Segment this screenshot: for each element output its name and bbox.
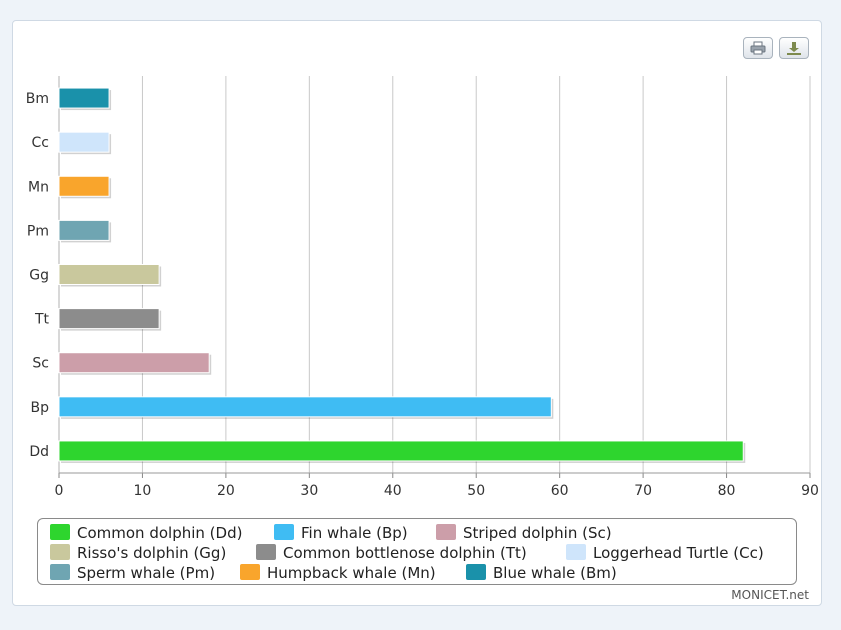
y-category-label: Sc — [32, 356, 49, 372]
legend-swatch — [274, 524, 294, 540]
download-button[interactable] — [779, 37, 809, 59]
legend-item[interactable]: Fin whale (Bp) — [274, 524, 408, 542]
legend-swatch — [256, 544, 276, 560]
legend-label: Loggerhead Turtle (Cc) — [593, 544, 764, 562]
y-category-label: Pm — [27, 223, 49, 239]
y-category-label: Cc — [32, 135, 49, 151]
y-category-label: Dd — [29, 444, 49, 460]
bar-bm — [58, 87, 110, 109]
bar-bp — [58, 396, 552, 418]
legend-swatch — [436, 524, 456, 540]
legend-label: Fin whale (Bp) — [301, 524, 408, 542]
legend-item[interactable]: Humpback whale (Mn) — [240, 564, 436, 582]
bar-sc — [58, 352, 210, 374]
legend-swatch — [50, 524, 70, 540]
chart-legend: Common dolphin (Dd) Fin whale (Bp) Striped… — [37, 518, 797, 585]
y-category-label: Tt — [34, 312, 50, 328]
legend-swatch — [566, 544, 586, 560]
x-tick-label: 40 — [384, 483, 402, 499]
legend-label: Common dolphin (Dd) — [77, 524, 243, 542]
bar-cc — [58, 131, 110, 153]
legend-item[interactable]: Common bottlenose dolphin (Tt) — [256, 544, 527, 562]
chart-panel: 0 10 20 30 40 50 60 70 80 90 Bm Cc Mn Pm Gg Tt Sc Bp Dd Co… — [12, 20, 822, 606]
legend-label: Striped dolphin (Sc) — [463, 524, 612, 542]
bar-chart: 0 10 20 30 40 50 60 70 80 90 Bm Cc Mn Pm Gg Tt Sc Bp Dd — [26, 76, 819, 499]
legend-label: Humpback whale (Mn) — [267, 564, 436, 582]
legend-label: Risso's dolphin (Gg) — [77, 544, 227, 562]
legend-item[interactable]: Blue whale (Bm) — [466, 564, 617, 582]
legend-label: Blue whale (Bm) — [493, 564, 617, 582]
x-tick-label: 80 — [718, 483, 736, 499]
legend-swatch — [240, 564, 260, 580]
y-category-label: Bp — [31, 400, 50, 416]
legend-item[interactable]: Sperm whale (Pm) — [50, 564, 215, 582]
legend-item[interactable]: Striped dolphin (Sc) — [436, 524, 612, 542]
legend-item[interactable]: Risso's dolphin (Gg) — [50, 544, 226, 562]
bar-pm — [58, 219, 110, 241]
x-tick-label: 60 — [551, 483, 569, 499]
printer-icon — [750, 41, 766, 55]
x-tick-label: 70 — [634, 483, 652, 499]
legend-swatch — [50, 564, 70, 580]
legend-swatch — [50, 544, 70, 560]
x-tick-label: 0 — [55, 483, 64, 499]
legend-item[interactable]: Common dolphin (Dd) — [50, 524, 242, 542]
y-category-label: Bm — [26, 91, 49, 107]
x-tick-label: 30 — [300, 483, 318, 499]
y-category-label: Gg — [29, 268, 49, 284]
bar-tt — [58, 308, 160, 330]
print-button[interactable] — [743, 37, 773, 59]
bar-gg — [58, 264, 160, 285]
x-tick-label: 20 — [217, 483, 235, 499]
legend-swatch — [466, 564, 486, 580]
x-tick-label: 90 — [801, 483, 819, 499]
credit-label[interactable]: MONICET.net — [731, 588, 809, 602]
bar-dd — [58, 440, 744, 462]
download-icon — [787, 42, 801, 55]
legend-label: Sperm whale (Pm) — [77, 564, 216, 582]
y-category-label: Mn — [28, 179, 49, 195]
legend-label: Common bottlenose dolphin (Tt) — [283, 544, 527, 562]
x-tick-label: 10 — [134, 483, 152, 499]
bar-mn — [58, 175, 110, 197]
x-tick-label: 50 — [467, 483, 485, 499]
legend-item[interactable]: Loggerhead Turtle (Cc) — [566, 544, 764, 562]
